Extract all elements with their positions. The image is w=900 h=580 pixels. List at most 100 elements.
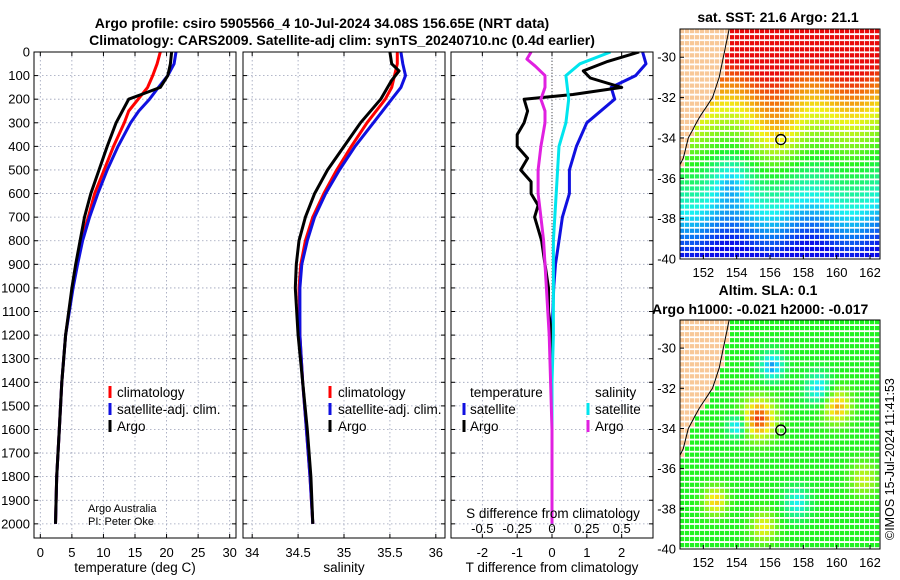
- map-cell: [755, 428, 760, 433]
- map-cell: [870, 95, 875, 100]
- map-cell: [865, 210, 870, 215]
- map-cell: [745, 131, 750, 137]
- map-cell: [680, 125, 685, 130]
- map-cell: [695, 53, 700, 58]
- map-cell: [820, 422, 825, 427]
- map-cell: [825, 89, 830, 94]
- map-cell: [865, 192, 870, 197]
- map-cell: [725, 440, 730, 445]
- map-cell: [840, 530, 845, 536]
- map-cell: [810, 536, 815, 542]
- map-cell: [725, 174, 730, 179]
- map-cell: [690, 536, 695, 542]
- map-cell: [785, 404, 790, 409]
- map-cell: [705, 350, 710, 355]
- map-cell: [845, 29, 850, 34]
- map-cell: [700, 326, 705, 331]
- map-cell: [855, 198, 860, 203]
- map-cell: [685, 101, 690, 106]
- map-cell: [820, 174, 825, 179]
- map-cell: [745, 362, 750, 367]
- map-cell: [845, 95, 850, 100]
- map-cell: [780, 119, 785, 124]
- map-cell: [685, 530, 690, 536]
- y-tick-label: 1100: [2, 304, 30, 319]
- map-cell: [830, 362, 835, 367]
- map-cell: [800, 240, 805, 245]
- map-cell: [775, 374, 780, 379]
- map-cell: [820, 494, 825, 499]
- map-cell: [800, 446, 805, 451]
- map-cell: [700, 77, 705, 82]
- map-cell: [730, 386, 735, 391]
- legend-label-satellite-2: satellite-adj. clim.: [338, 402, 442, 417]
- map-cell: [850, 476, 855, 481]
- map-cell: [865, 47, 870, 52]
- map-cell: [755, 240, 760, 245]
- map-cell: [745, 125, 750, 130]
- map-cell: [830, 95, 835, 100]
- map-cell: [835, 144, 840, 149]
- map-cell: [755, 89, 760, 94]
- legend-label-temp-argo: Argo: [470, 419, 499, 434]
- map-cell: [845, 65, 850, 70]
- map-cell: [860, 356, 865, 361]
- map-cell: [710, 410, 715, 415]
- map-cell: [725, 482, 730, 487]
- map-cell: [825, 362, 830, 367]
- map-cell: [715, 95, 720, 100]
- map-cell: [680, 252, 685, 258]
- map-cell: [855, 65, 860, 70]
- map-cell: [775, 71, 780, 76]
- map-cell: [835, 434, 840, 439]
- map-cell: [775, 536, 780, 542]
- map-cell: [690, 216, 695, 221]
- map-cell: [755, 344, 760, 349]
- map-cell: [700, 113, 705, 118]
- map-cell: [815, 530, 820, 536]
- map-cell: [720, 259, 724, 263]
- map-cell: [710, 452, 715, 457]
- map-cell: [835, 35, 840, 40]
- map-cell: [830, 518, 835, 524]
- map-cell: [790, 374, 795, 379]
- map-cell: [790, 410, 795, 415]
- map-cell: [815, 549, 819, 553]
- map-cell: [795, 458, 800, 463]
- map-cell: [730, 174, 735, 179]
- map-cell: [750, 246, 755, 252]
- map-cell: [740, 368, 745, 373]
- map-cell: [765, 125, 770, 130]
- map-cell: [800, 344, 805, 349]
- map-cell: [870, 29, 875, 34]
- map-cell: [800, 186, 805, 191]
- map-cell: [705, 404, 710, 409]
- map-cell: [685, 458, 690, 463]
- map-cell: [700, 162, 705, 167]
- s-tick-label: 0.25: [574, 521, 599, 536]
- map-cell: [865, 332, 870, 337]
- map-cell: [835, 524, 840, 530]
- title-line-1: Argo profile: csiro 5905566_4 10-Jul-202…: [95, 15, 549, 31]
- map-cell: [785, 180, 790, 185]
- map-cell: [740, 198, 745, 203]
- map-cell: [735, 518, 740, 524]
- map-cell: [785, 380, 790, 385]
- map-cell: [855, 252, 860, 258]
- map-cell: [695, 252, 700, 258]
- map-cell: [750, 440, 755, 445]
- map-cell: [810, 119, 815, 124]
- map-cell: [840, 125, 845, 130]
- map-cell: [780, 530, 785, 536]
- map-cell: [725, 470, 730, 475]
- map-cell: [795, 464, 800, 469]
- map-cell: [725, 107, 730, 112]
- map-cell: [785, 356, 790, 361]
- map-cell: [870, 65, 875, 70]
- map-cell: [760, 398, 765, 403]
- map-cell: [845, 222, 850, 227]
- map-cell: [805, 404, 810, 409]
- map-cell: [830, 137, 835, 143]
- map-cell: [810, 89, 815, 94]
- map-cell: [725, 344, 730, 349]
